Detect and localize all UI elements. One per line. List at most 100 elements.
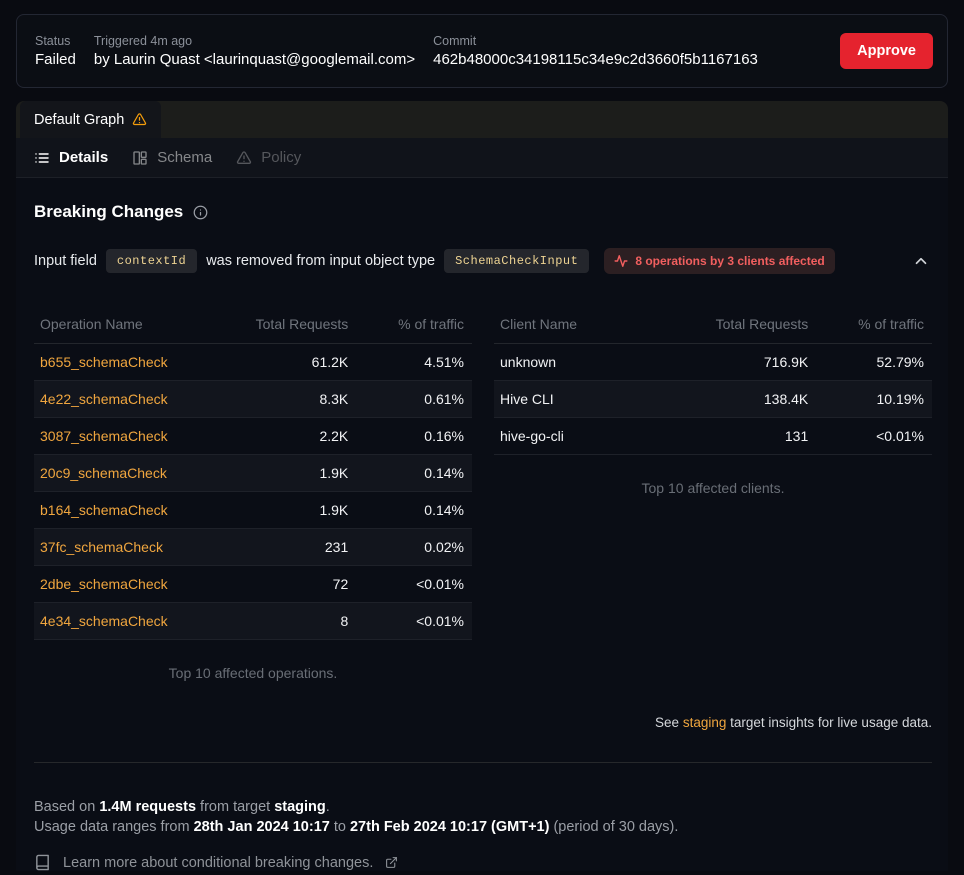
table-row: Hive CLI 138.4K 10.19%: [494, 381, 932, 418]
book-icon: [34, 854, 51, 871]
traffic-value: 0.61%: [424, 391, 464, 407]
commit-group: Commit 462b48000c34198115c34e9c2d3660f5b…: [433, 34, 758, 68]
table-row: 4e22_schemaCheck 8.3K 0.61%: [34, 381, 472, 418]
policy-warning-icon: [236, 150, 252, 166]
table-row: unknown 716.9K 52.79%: [494, 344, 932, 381]
client-name: hive-go-cli: [500, 428, 564, 444]
usage-footer: Based on 1.4M requests from target stagi…: [34, 797, 932, 837]
footer-text: Based on: [34, 799, 100, 815]
table-row: 20c9_schemaCheck 1.9K 0.14%: [34, 455, 472, 492]
operation-link[interactable]: 20c9_schemaCheck: [40, 465, 167, 481]
traffic-value: 0.14%: [424, 502, 464, 518]
warning-triangle-icon: [132, 112, 147, 127]
approve-button[interactable]: Approve: [840, 33, 933, 69]
clients-table: Client Name Total Requests % of traffic …: [494, 304, 932, 681]
footer-text: Usage data ranges from: [34, 819, 194, 835]
traffic-value: <0.01%: [876, 428, 924, 444]
tab-details[interactable]: Details: [34, 149, 108, 166]
list-icon: [34, 150, 50, 166]
insights-note: See staging target insights for live usa…: [34, 715, 932, 730]
change-prefix: Input field: [34, 253, 97, 269]
affected-operations-badge[interactable]: 8 operations by 3 clients affected: [604, 248, 835, 274]
status-value: Failed: [35, 51, 76, 68]
column-header: % of traffic: [858, 315, 924, 332]
staging-target-link[interactable]: staging: [682, 715, 727, 730]
requests-value: 231: [324, 539, 349, 555]
range-start-date: 28th Jan 2024 10:17: [193, 819, 330, 835]
operations-table-header: Operation Name Total Requests % of traff…: [34, 304, 472, 344]
collapse-chevron-up-icon[interactable]: [910, 250, 932, 272]
section-nav: Details Schema Policy: [16, 138, 948, 178]
requests-value: 1.9K: [319, 502, 349, 518]
requests-value: 8.3K: [319, 391, 349, 407]
operations-table: Operation Name Total Requests % of traff…: [34, 304, 472, 681]
operations-caption: Top 10 affected operations.: [168, 665, 338, 681]
target-name: staging: [274, 799, 326, 815]
footer-text: (period of 30 days).: [549, 819, 679, 835]
traffic-value: <0.01%: [416, 613, 464, 629]
operation-link[interactable]: 4e22_schemaCheck: [40, 391, 168, 407]
status-card: Status Failed Triggered 4m ago by Laurin…: [16, 14, 948, 88]
triggered-label: Triggered 4m ago: [93, 34, 193, 48]
tab-schema[interactable]: Schema: [132, 149, 212, 166]
traffic-value: 0.14%: [424, 465, 464, 481]
footer-text: to: [329, 819, 350, 835]
table-row: b655_schemaCheck 61.2K 4.51%: [34, 344, 472, 381]
footer-divider: [34, 762, 932, 763]
insights-suffix: target insights for live usage data.: [726, 715, 932, 730]
graph-tab-label: Default Graph: [34, 111, 125, 128]
table-row: 37fc_schemaCheck 231 0.02%: [34, 529, 472, 566]
tab-details-label: Details: [59, 149, 109, 166]
table-row: 3087_schemaCheck 2.2K 0.16%: [34, 418, 472, 455]
requests-value: 72: [332, 576, 349, 592]
status-label: Status: [35, 34, 71, 48]
info-icon[interactable]: [193, 205, 208, 220]
requests-value: 61.2K: [311, 354, 349, 370]
column-header: Operation Name: [40, 315, 143, 332]
client-name: Hive CLI: [500, 391, 554, 407]
column-header: % of traffic: [398, 315, 464, 332]
requests-value: 138.4K: [763, 391, 809, 407]
requests-value: 716.9K: [763, 354, 809, 370]
status-group: Status Failed: [35, 34, 76, 68]
tab-policy[interactable]: Policy: [236, 149, 301, 166]
type-code-pill: SchemaCheckInput: [444, 249, 590, 273]
details-content: Breaking Changes Input field contextId w…: [16, 178, 948, 871]
footer-line-2: Usage data ranges from 28th Jan 2024 10:…: [34, 817, 932, 837]
traffic-value: <0.01%: [416, 576, 464, 592]
table-row: b164_schemaCheck 1.9K 0.14%: [34, 492, 472, 529]
operation-link[interactable]: 3087_schemaCheck: [40, 428, 168, 444]
client-name: unknown: [500, 354, 557, 370]
graph-tabstrip: Default Graph: [16, 101, 948, 138]
operation-link[interactable]: b655_schemaCheck: [40, 354, 168, 370]
learn-more-link[interactable]: Learn more about conditional breaking ch…: [34, 854, 398, 871]
traffic-value: 4.51%: [424, 354, 464, 370]
main-panel: Default Graph Details: [16, 101, 948, 871]
range-end-date: 27th Feb 2024 10:17 (GMT+1): [349, 819, 550, 835]
table-row: hive-go-cli 131 <0.01%: [494, 418, 932, 455]
activity-pulse-icon: [614, 254, 628, 268]
operation-link[interactable]: b164_schemaCheck: [40, 502, 168, 518]
requests-value: 2.2K: [319, 428, 349, 444]
tab-default-graph[interactable]: Default Graph: [20, 101, 162, 138]
breaking-changes-title: Breaking Changes: [34, 202, 184, 221]
breaking-changes-header: Breaking Changes: [34, 178, 932, 222]
requests-value: 8: [340, 613, 349, 629]
external-link-icon: [385, 856, 398, 869]
insights-prefix: See: [655, 715, 683, 730]
triggered-author: by Laurin Quast <laurinquast@googlemail.…: [93, 51, 416, 68]
triggered-group: Triggered 4m ago by Laurin Quast <laurin…: [94, 34, 415, 68]
table-row: 4e34_schemaCheck 8 <0.01%: [34, 603, 472, 640]
operation-link[interactable]: 2dbe_schemaCheck: [40, 576, 168, 592]
requests-value: 131: [784, 428, 809, 444]
table-row: 2dbe_schemaCheck 72 <0.01%: [34, 566, 472, 603]
traffic-value: 0.16%: [424, 428, 464, 444]
learn-more-label: Learn more about conditional breaking ch…: [63, 854, 374, 871]
footer-line-1: Based on 1.4M requests from target stagi…: [34, 797, 932, 817]
operation-link[interactable]: 4e34_schemaCheck: [40, 613, 168, 629]
traffic-value: 10.19%: [876, 391, 924, 407]
footer-text: .: [325, 799, 330, 815]
operation-link[interactable]: 37fc_schemaCheck: [40, 539, 163, 555]
footer-text: from target: [196, 799, 275, 815]
